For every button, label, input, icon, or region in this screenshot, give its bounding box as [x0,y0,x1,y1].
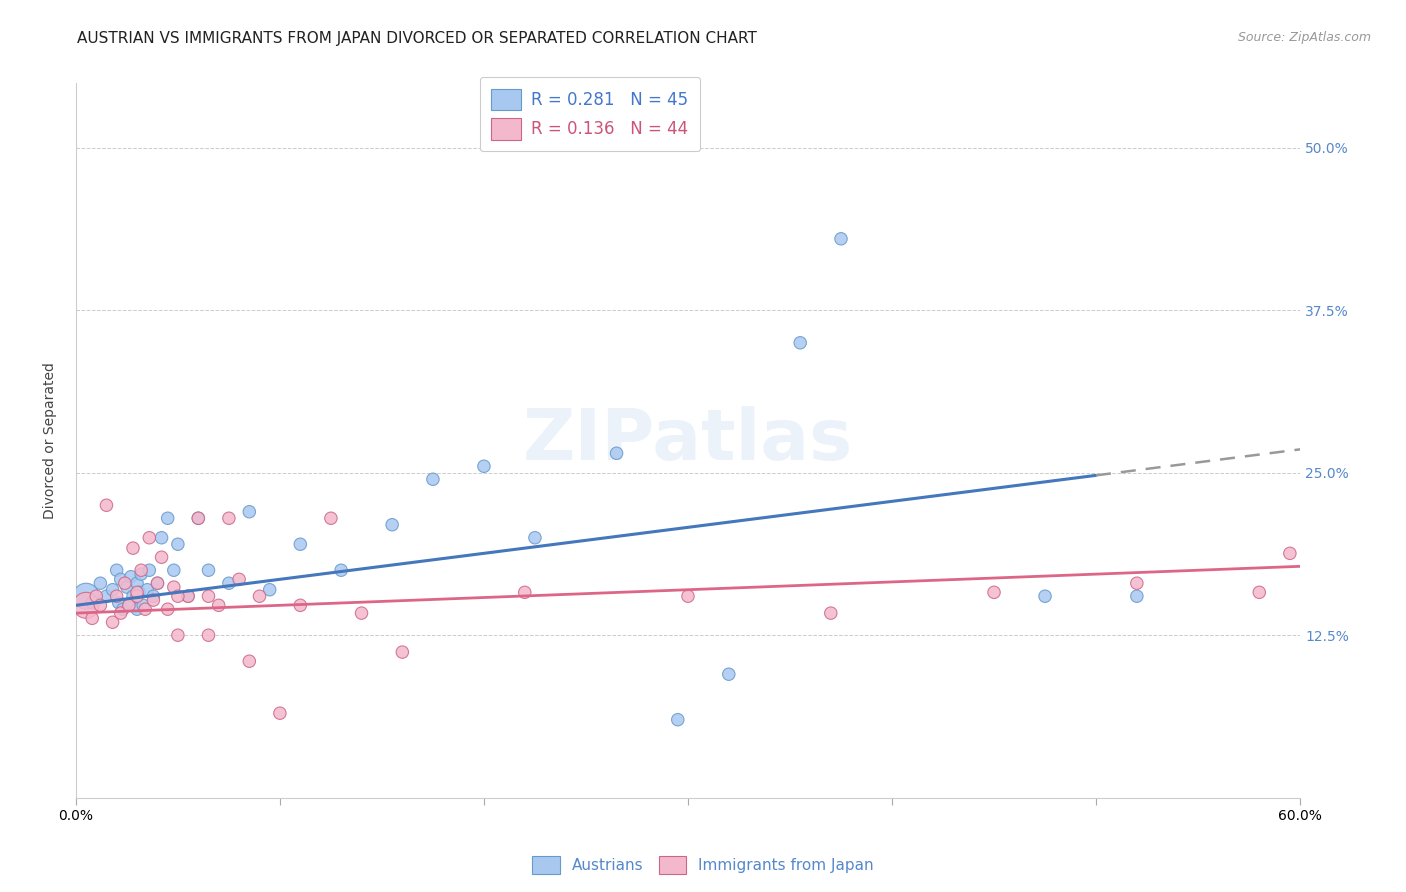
Text: AUSTRIAN VS IMMIGRANTS FROM JAPAN DIVORCED OR SEPARATED CORRELATION CHART: AUSTRIAN VS IMMIGRANTS FROM JAPAN DIVORC… [77,31,758,46]
Point [1126,576,1149,591]
Point [177,589,200,603]
Point [228,572,250,586]
Point [218,576,240,591]
Point [115,580,138,594]
Point [606,446,628,460]
Text: Source: ZipAtlas.com: Source: ZipAtlas.com [1237,31,1371,45]
Point [82,611,104,625]
Point [350,606,373,620]
Point [122,541,145,555]
Point [146,576,169,591]
Point [330,563,353,577]
Point [101,615,124,630]
Point [128,585,150,599]
Point [142,593,165,607]
Point [82,596,104,610]
Point [150,531,173,545]
Point [125,602,148,616]
Point [84,589,107,603]
Point [142,589,165,603]
Point [789,335,811,350]
Point [319,511,342,525]
Point [138,563,160,577]
Point [238,505,260,519]
Point [187,511,209,525]
Point [177,589,200,603]
Point [1126,589,1149,603]
Point [89,599,111,613]
Point [101,582,124,597]
Point [820,606,842,620]
Point [187,511,209,525]
Point [138,531,160,545]
Point [114,576,136,591]
Point [110,606,132,620]
Point [167,589,190,603]
Point [146,576,169,591]
Point [676,589,699,603]
Point [111,602,134,616]
Point [129,567,152,582]
Point [75,599,97,613]
Legend: Austrians, Immigrants from Japan: Austrians, Immigrants from Japan [526,850,880,880]
Point [125,585,148,599]
Point [422,472,444,486]
Point [136,582,159,597]
Point [197,563,219,577]
Point [105,563,128,577]
Point [167,537,190,551]
Point [1278,546,1301,560]
Point [290,537,312,551]
Point [120,570,142,584]
Point [472,459,495,474]
Point [249,589,271,603]
Text: ZIPatlas: ZIPatlas [523,406,853,475]
Point [523,531,546,545]
Point [167,628,190,642]
Point [118,599,141,613]
Point [125,589,148,603]
Point [132,599,155,613]
Point [122,589,145,603]
Point [118,599,141,613]
Point [717,667,740,681]
Point [208,599,231,613]
Point [218,511,240,525]
Point [513,585,536,599]
Point [1249,585,1271,599]
Point [75,589,97,603]
Y-axis label: Divorced or Separated: Divorced or Separated [44,362,58,518]
Point [666,713,689,727]
Point [105,589,128,603]
Point [156,511,179,525]
Legend: R = 0.281   N = 45, R = 0.136   N = 44: R = 0.281 N = 45, R = 0.136 N = 44 [479,77,700,152]
Point [197,589,219,603]
Point [163,580,186,594]
Point [259,582,281,597]
Point [1033,589,1056,603]
Point [129,563,152,577]
Point [96,498,118,512]
Point [107,596,129,610]
Point [238,654,260,668]
Point [269,706,291,721]
Point [89,576,111,591]
Point [830,232,852,246]
Point [290,599,312,613]
Point [125,576,148,591]
Point [197,628,219,642]
Point [96,589,118,603]
Point [110,572,132,586]
Point [163,563,186,577]
Point [134,602,156,616]
Point [983,585,1005,599]
Point [150,550,173,565]
Point [381,517,404,532]
Point [156,602,179,616]
Point [391,645,413,659]
